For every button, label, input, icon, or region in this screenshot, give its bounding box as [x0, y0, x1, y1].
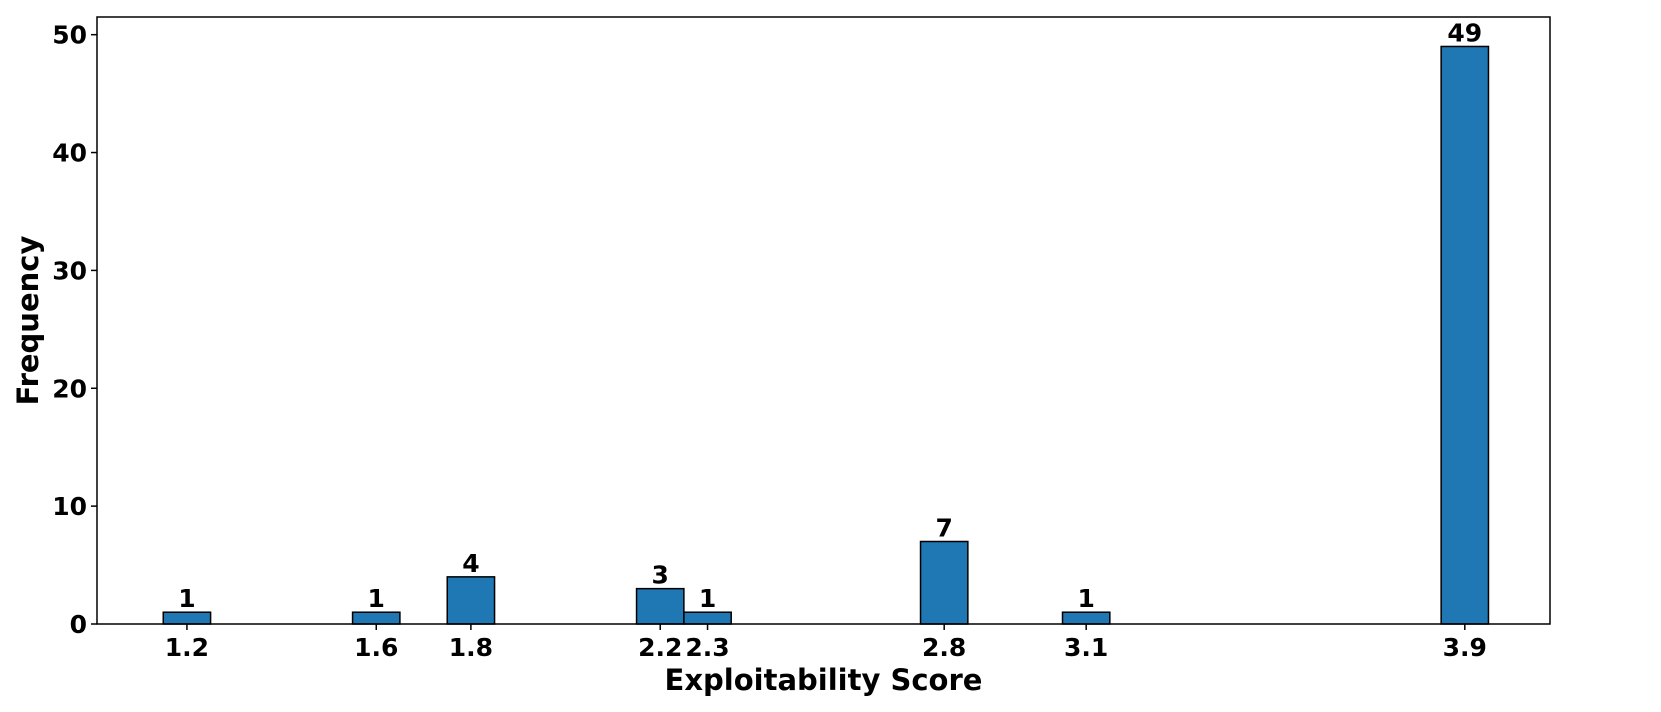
y-tick-label: 0: [70, 610, 87, 639]
y-tick-label: 20: [52, 374, 87, 403]
bar: [635, 587, 685, 625]
bar: [446, 576, 496, 625]
bar-value-label: 1: [178, 584, 195, 613]
bar: [919, 540, 969, 625]
bar: [1440, 45, 1490, 625]
bar-value-label: 49: [1447, 18, 1482, 47]
bar-value-label: 1: [699, 584, 716, 613]
x-tick-label: 2.8: [922, 633, 966, 662]
y-ticks: 0 10 20 30 40 50: [52, 21, 97, 639]
y-tick-label: 50: [52, 21, 87, 50]
bar: [162, 611, 212, 625]
plot-frame: [96, 16, 1551, 625]
x-tick-label: 1.2: [165, 633, 209, 662]
bar-value-label: 7: [935, 513, 952, 542]
x-tick-label: 2.2: [638, 633, 682, 662]
x-tick-label: 1.8: [449, 633, 493, 662]
y-tick-label: 10: [52, 492, 87, 521]
bar: [683, 611, 732, 625]
y-tick-label: 40: [52, 139, 87, 168]
x-tick-label: 1.6: [354, 633, 398, 662]
x-axis-label: Exploitability Score: [665, 663, 983, 697]
bar-value-label: 3: [652, 561, 669, 590]
bar: [1061, 611, 1111, 625]
bar-value-label: 4: [462, 549, 479, 578]
x-tick-label: 2.3: [685, 633, 729, 662]
x-ticks: 1.2 1.6 1.8 2.2 2.3 2.8 3.1 3.9: [165, 624, 1487, 662]
bars: [162, 45, 1490, 625]
y-axis-label: Frequency: [11, 236, 45, 406]
x-tick-label: 3.1: [1064, 633, 1108, 662]
bar: [351, 611, 401, 625]
y-tick-label: 30: [52, 256, 87, 285]
data-labels: 1 1 4 3 1 7 1 49: [178, 18, 1482, 613]
bar-value-label: 1: [1077, 584, 1094, 613]
x-tick-label: 3.9: [1443, 633, 1487, 662]
bar-value-label: 1: [368, 584, 385, 613]
